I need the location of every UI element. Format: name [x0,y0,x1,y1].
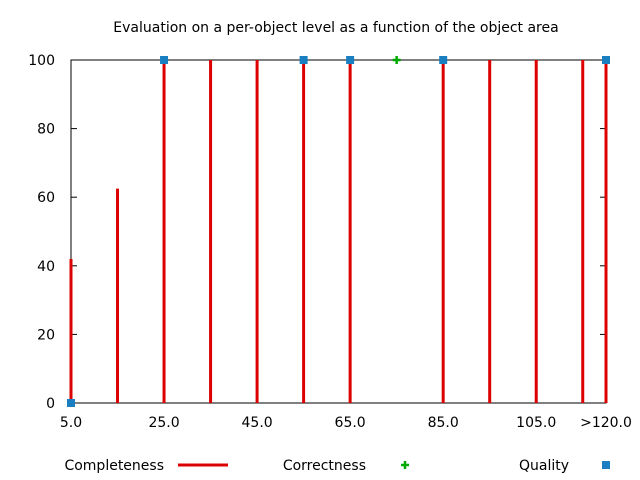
x-tick-label: 45.0 [242,415,273,431]
y-axis: 0 20 40 60 80 100 [28,53,606,412]
legend-square-sample [602,461,610,469]
legend-plus-sample [401,461,409,469]
y-tick-label: 60 [37,190,55,206]
legend-item-quality: Quality [519,458,610,474]
legend-label: Correctness [283,458,366,474]
x-tick-label: 65.0 [335,415,366,431]
legend-item-completeness: Completeness [64,458,228,474]
x-tick-label: 105.0 [516,415,556,431]
quality-point [346,56,355,64]
quality-point [160,56,169,64]
y-tick-label: 40 [37,259,55,275]
legend: Completeness Correctness Quality [64,458,610,474]
quality-point [439,56,448,64]
plot-marks [67,56,610,407]
x-tick-label: >120.0 [580,415,632,431]
y-tick-label: 80 [37,122,55,138]
x-tick-label: 85.0 [428,415,459,431]
legend-label: Quality [519,458,569,474]
chart-title: Evaluation on a per-object level as a fu… [113,20,558,36]
y-tick-label: 20 [37,327,55,343]
legend-label: Completeness [64,458,164,474]
correctness-point [392,56,401,64]
y-tick-label: 0 [46,396,55,412]
x-tick-label: 25.0 [148,415,179,431]
y-tick-label: 100 [28,53,55,69]
plot-border [70,59,607,404]
x-tick-label: 5.0 [60,415,82,431]
x-axis: 5.0 25.0 45.0 65.0 85.0 105.0 >120.0 [60,60,632,431]
quality-point [602,56,610,64]
plot-frame [70,59,607,404]
quality-point [299,56,308,64]
legend-item-correctness: Correctness [283,458,409,474]
quality-point [67,399,75,407]
